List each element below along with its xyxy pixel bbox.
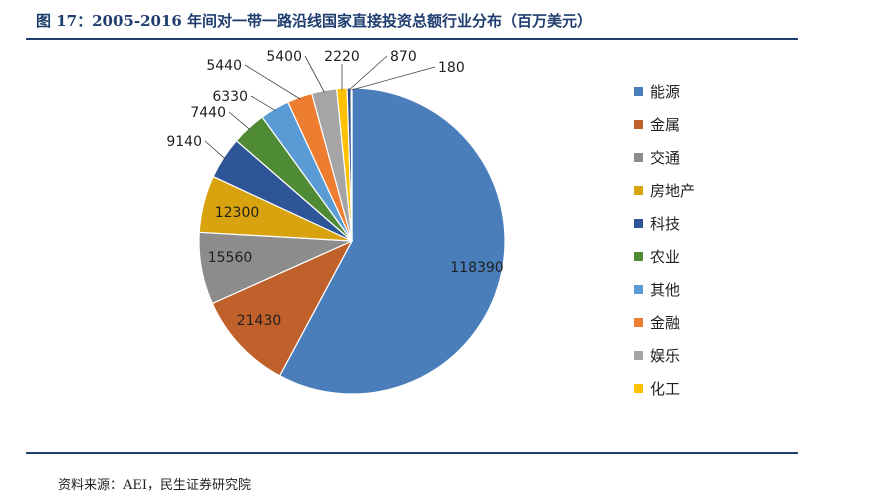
slice-value-label: 5400: [266, 49, 302, 65]
label-leader-line: [228, 111, 251, 131]
source-note: 资料来源：AEI，民生证券研究院: [58, 478, 252, 493]
legend-label: 能源: [650, 83, 680, 101]
slice-value-label: 9140: [166, 134, 202, 150]
figure-title: 图 17：2005-2016 年间对一带一路沿线国家直接投资总额行业分布（百万美…: [36, 12, 593, 30]
legend-swatch: [634, 318, 643, 327]
legend-swatch: [634, 153, 643, 162]
legend-label: 化工: [650, 380, 680, 398]
slice-value-label: 2220: [324, 49, 360, 65]
slice-value-label: 21430: [237, 313, 282, 329]
slice-value-label: 5440: [206, 58, 242, 74]
slice-value-label: 12300: [215, 205, 260, 221]
label-leader-line: [304, 55, 325, 93]
legend-swatch: [634, 351, 643, 360]
source-rule: [26, 452, 798, 454]
legend-label: 娱乐: [650, 347, 680, 365]
legend-swatch: [634, 384, 643, 393]
slice-value-label: 15560: [208, 250, 253, 266]
pie-slices: [198, 87, 506, 395]
pie-slice: [350, 87, 353, 242]
legend-swatch: [634, 186, 643, 195]
legend-swatch: [634, 252, 643, 261]
legend-swatch: [634, 120, 643, 129]
legend-label: 房地产: [650, 182, 695, 200]
slice-value-label: 118390: [450, 260, 503, 276]
label-leader-line: [250, 95, 276, 112]
legend-label: 金属: [650, 116, 680, 134]
slice-value-label: 6330: [212, 89, 248, 105]
pie-slice: [211, 239, 354, 377]
legend-label: 其他: [650, 281, 680, 299]
label-leaders: [204, 55, 436, 160]
label-leader-line: [204, 140, 226, 160]
label-leader-line: [348, 55, 388, 91]
legend-swatch: [634, 87, 643, 96]
legend-swatch: [634, 219, 643, 228]
legend-swatch: [634, 285, 643, 294]
label-leader-line: [351, 66, 436, 91]
legend-label: 科技: [650, 215, 680, 233]
pie-slice: [278, 87, 506, 395]
title-rule: [26, 38, 798, 40]
label-leader-line: [244, 64, 301, 100]
slice-value-label: 180: [438, 60, 465, 76]
legend-label: 农业: [650, 248, 680, 266]
legend-label: 金融: [650, 314, 680, 332]
legend-label: 交通: [650, 149, 680, 167]
slice-value-label: 7440: [190, 105, 226, 121]
slice-value-label: 870: [390, 49, 417, 65]
